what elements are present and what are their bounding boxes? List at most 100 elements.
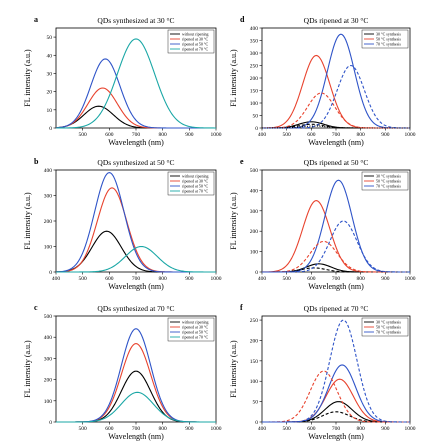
y-tick-label: 250 — [250, 64, 259, 70]
panel-label: c — [34, 303, 38, 312]
y-tick-label: 400 — [44, 168, 53, 174]
x-tick-label: 900 — [381, 426, 390, 432]
chart-title: QDs synthesized at 50 °C — [97, 158, 174, 167]
y-tick-label: 500 — [44, 314, 53, 320]
legend-box — [167, 317, 215, 342]
x-tick-label: 600 — [105, 426, 114, 432]
x-tick-label: 600 — [307, 426, 316, 432]
x-tick-label: 900 — [185, 276, 194, 282]
y-axis-label: FL intensity (a.u.) — [229, 340, 238, 398]
y-tick-label: 100 — [250, 101, 259, 107]
y-tick-label: 500 — [250, 168, 259, 174]
legend-entry: without ripening — [182, 173, 209, 178]
legend-entry: ripened at 70 °C — [182, 46, 208, 51]
series-line — [56, 342, 216, 423]
x-tick-label: 500 — [79, 276, 88, 282]
legend-entry: ripened at 30 °C — [182, 324, 208, 329]
x-tick-label: 1000 — [211, 426, 222, 432]
x-tick-label: 900 — [185, 426, 194, 432]
x-tick-label: 1000 — [405, 276, 416, 282]
series-line — [262, 319, 410, 423]
x-axis-label: Wavelength (nm) — [308, 432, 364, 441]
y-tick-label: 0 — [49, 126, 52, 132]
x-tick-label: 500 — [283, 132, 292, 138]
series-line — [262, 411, 410, 423]
panel-label: b — [34, 157, 39, 166]
legend-entry: 70 °C synthesis — [376, 329, 401, 334]
x-tick-label: 1000 — [405, 426, 416, 432]
series-line — [56, 38, 216, 129]
x-tick-label: 800 — [159, 426, 168, 432]
legend-entry: 50 °C synthesis — [376, 36, 401, 41]
panel-label: f — [240, 303, 243, 312]
y-tick-label: 200 — [44, 378, 53, 384]
legend-entry: 30 °C synthesis — [376, 31, 401, 36]
x-tick-label: 800 — [357, 276, 366, 282]
legend-entry: 50 °C synthesis — [376, 324, 401, 329]
x-tick-label: 900 — [185, 132, 194, 138]
y-tick-label: 10 — [47, 108, 53, 114]
x-tick-label: 600 — [307, 276, 316, 282]
x-tick-label: 800 — [159, 132, 168, 138]
y-tick-label: 50 — [253, 114, 259, 120]
y-tick-label: 200 — [44, 219, 53, 225]
x-axis-label: Wavelength (nm) — [108, 432, 164, 441]
y-tick-label: 300 — [44, 194, 53, 200]
x-axis-label: Wavelength (nm) — [108, 282, 164, 291]
y-tick-label: 100 — [44, 399, 53, 405]
y-axis-label: FL intensity (a.u.) — [229, 192, 238, 250]
y-tick-label: 200 — [250, 229, 259, 235]
legend-entry: ripened at 50 °C — [182, 183, 208, 188]
y-tick-label: 400 — [250, 188, 259, 194]
x-tick-label: 1000 — [211, 276, 222, 282]
x-tick-label: 500 — [283, 426, 292, 432]
series-line — [262, 64, 411, 129]
panel-b: b QDs synthesized at 50 °C 400 500 600 700 800… — [23, 157, 222, 291]
y-tick-label: 50 — [47, 35, 53, 41]
series-line — [262, 370, 410, 423]
legend-box — [361, 29, 409, 49]
series-line — [56, 391, 216, 423]
x-tick-label: 700 — [132, 426, 141, 432]
y-tick-label: 200 — [250, 338, 259, 344]
series-line — [56, 328, 216, 423]
series-line — [262, 33, 410, 129]
panel-label: a — [34, 15, 38, 24]
legend-entry: 70 °C synthesis — [376, 41, 401, 46]
legend-entry: 30 °C synthesis — [376, 319, 401, 324]
x-axis-label: Wavelength (nm) — [308, 282, 364, 291]
chart-title: QDs synthesized at 30 °C — [97, 16, 174, 25]
legend-entry: 50 °C synthesis — [376, 178, 401, 183]
legend-entry: ripened at 70 °C — [182, 188, 208, 193]
y-tick-label: 400 — [250, 26, 259, 32]
y-tick-label: 30 — [47, 71, 53, 77]
chart-title: QDs synthesized at 70 °C — [97, 304, 174, 313]
x-tick-label: 600 — [307, 132, 316, 138]
panel-label: e — [240, 157, 244, 166]
y-tick-label: 300 — [250, 51, 259, 57]
legend-entry: 70 °C synthesis — [376, 183, 401, 188]
legend-box — [361, 317, 409, 337]
y-tick-label: 0 — [255, 270, 258, 276]
panel-c: c QDs synthesized at 70 °C 500 600 700 800 900… — [23, 303, 222, 441]
x-tick-label: 700 — [132, 276, 141, 282]
x-tick-label: 1000 — [405, 132, 416, 138]
x-tick-label: 400 — [258, 426, 267, 432]
y-tick-label: 200 — [250, 76, 259, 82]
x-tick-label: 900 — [381, 132, 390, 138]
y-tick-label: 150 — [250, 89, 259, 95]
x-tick-label: 600 — [105, 276, 114, 282]
y-tick-label: 300 — [250, 209, 259, 215]
series-line — [261, 54, 410, 129]
y-tick-label: 250 — [250, 318, 259, 324]
y-tick-label: 400 — [44, 335, 53, 341]
x-tick-label: 800 — [357, 426, 366, 432]
legend-entry: ripened at 70 °C — [182, 334, 208, 339]
x-tick-label: 400 — [52, 276, 61, 282]
legend-entry: ripened at 30 °C — [182, 36, 208, 41]
chart-title: QDs ripened at 70 °C — [304, 304, 369, 313]
x-tick-label: 700 — [332, 276, 341, 282]
